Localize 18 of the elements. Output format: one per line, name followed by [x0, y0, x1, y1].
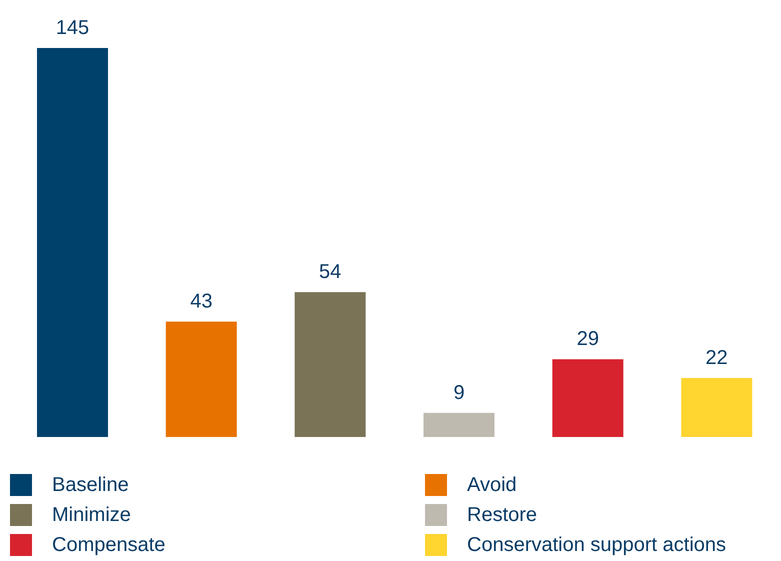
bar: [552, 359, 624, 437]
data-label: 145: [56, 17, 90, 39]
bar: [424, 412, 494, 437]
text: Baseline: [52, 474, 129, 496]
bar: [294, 292, 366, 437]
text: Restore: [467, 504, 538, 526]
data-label: 22: [706, 346, 728, 369]
data-label: 54: [319, 261, 342, 284]
data-label: 9: [453, 382, 465, 404]
bar: [681, 378, 752, 437]
text: Compensate: [52, 534, 166, 556]
data-label: 29: [576, 328, 599, 350]
data-label: 43: [190, 290, 212, 313]
bar: [37, 48, 108, 437]
bar: [166, 322, 237, 437]
text: Conservation support actions: [467, 534, 726, 556]
text: Minimize: [52, 504, 131, 526]
text: Avoid: [467, 474, 517, 496]
